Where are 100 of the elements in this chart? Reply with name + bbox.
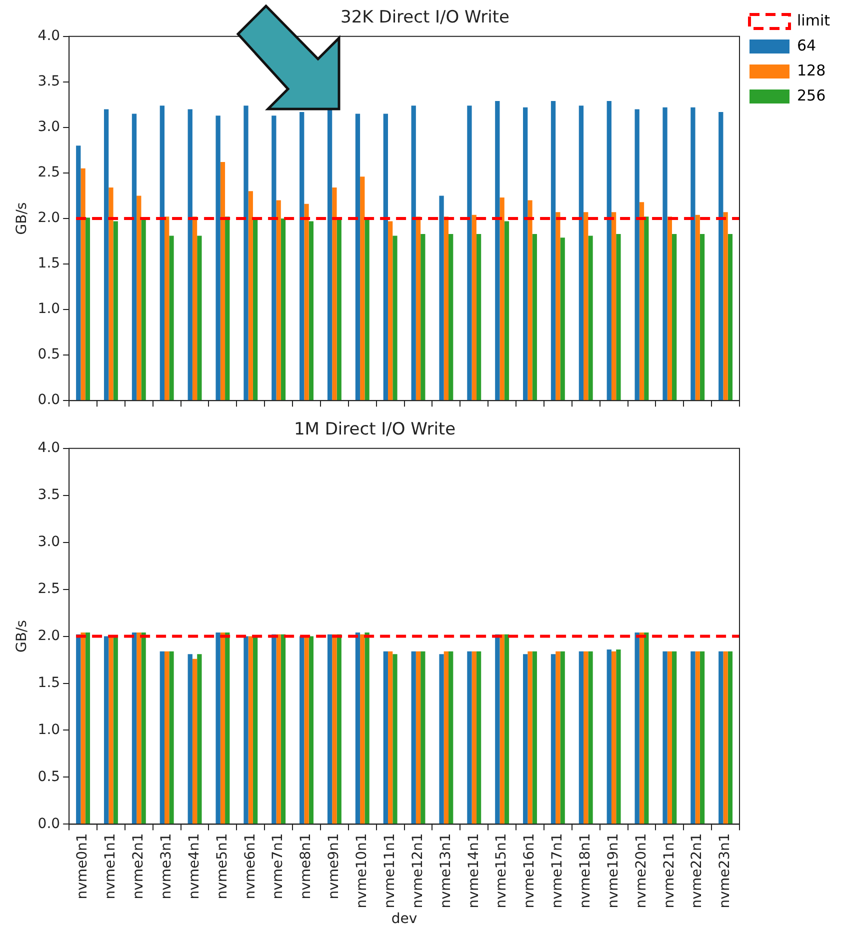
bar [197,236,202,400]
bar [192,658,198,824]
y-tick-label: 3.5 [38,487,60,504]
bar [304,204,309,400]
x-tick-label: nvme11n1 [382,833,398,908]
bar [616,649,621,824]
bar [672,651,677,824]
bar [276,200,281,400]
bar [476,234,482,400]
bar [532,651,537,824]
y-tick-label: 0.5 [38,346,60,363]
bar [500,634,504,824]
x-axis-title: dev [391,911,418,928]
bar [85,632,90,824]
bar [164,216,170,400]
bar [280,634,286,824]
bar [76,634,81,824]
legend-label: limit [797,11,830,30]
bar [606,649,612,824]
bar [634,109,640,400]
bar [578,651,584,824]
x-tick-label: nvme14n1 [466,833,482,908]
x-tick-label: nvme8n1 [298,833,314,900]
bar [160,106,165,400]
bar [416,651,421,824]
bar [718,112,724,400]
bar [528,651,532,824]
bar [300,112,304,400]
bar [388,221,393,400]
bar [308,636,314,824]
x-tick-label: nvme16n1 [522,833,538,908]
bar [364,632,370,824]
bar [248,636,253,824]
bar [500,198,504,400]
bar [248,191,253,400]
legend-label: 128 [797,61,826,80]
x-tick-label: nvme0n1 [74,833,91,900]
bar [728,234,733,400]
y-tick-label: 2.0 [38,628,60,644]
bar [383,114,388,400]
bar [690,107,696,400]
bar [416,216,421,400]
bar [136,196,142,400]
y-tick-label: 3.0 [38,534,60,550]
bar [308,221,314,400]
bar [606,101,612,400]
bar [584,212,588,400]
y-tick-label: 3.0 [38,119,60,136]
x-tick-label: nvme5n1 [214,833,230,900]
bar [304,636,309,824]
x-tick-label: nvme21n1 [661,833,678,908]
x-tick-label: nvme15n1 [494,833,510,908]
bar [276,634,281,824]
bar [244,106,248,400]
bar [700,234,705,400]
x-tick-label: nvme1n1 [102,833,119,900]
y-tick-label: 2.5 [38,580,60,597]
x-tick-label: nvme22n1 [689,833,706,908]
bar [495,634,500,824]
bar [723,651,728,824]
bar [80,632,86,824]
bar [188,654,192,824]
bar [327,634,332,824]
x-tick-label: nvme12n1 [410,833,426,908]
bar [336,634,342,824]
bar [280,218,286,400]
legend-label: 64 [797,36,816,54]
bar [616,234,621,400]
bar [550,101,556,400]
y-tick-label: 4.0 [38,28,60,44]
bar [667,651,672,824]
bar [728,651,733,824]
bar [588,236,593,400]
bar [188,109,192,400]
bar [327,109,332,400]
bar [639,202,644,400]
x-tick-label: nvme13n1 [438,833,454,908]
y-tick-label: 0.5 [38,768,60,785]
bar [528,200,532,400]
bar [113,221,118,400]
x-tick-label: nvme23n1 [717,833,734,908]
bar [392,236,398,400]
bar [584,651,588,824]
bar [444,651,449,824]
y-tick-label: 1.5 [38,256,60,272]
bar [113,636,118,824]
bar [644,632,649,824]
bar [192,216,198,400]
bar [439,654,444,824]
bar [560,651,565,824]
bar [85,218,90,400]
bar [439,196,444,400]
bar [355,632,360,824]
bar [667,216,672,400]
bar [495,101,500,400]
bar [718,651,724,824]
x-tick-label: nvme6n1 [242,833,258,900]
bar [411,651,416,824]
bar [504,634,510,824]
y-tick-label: 0.0 [38,392,60,408]
